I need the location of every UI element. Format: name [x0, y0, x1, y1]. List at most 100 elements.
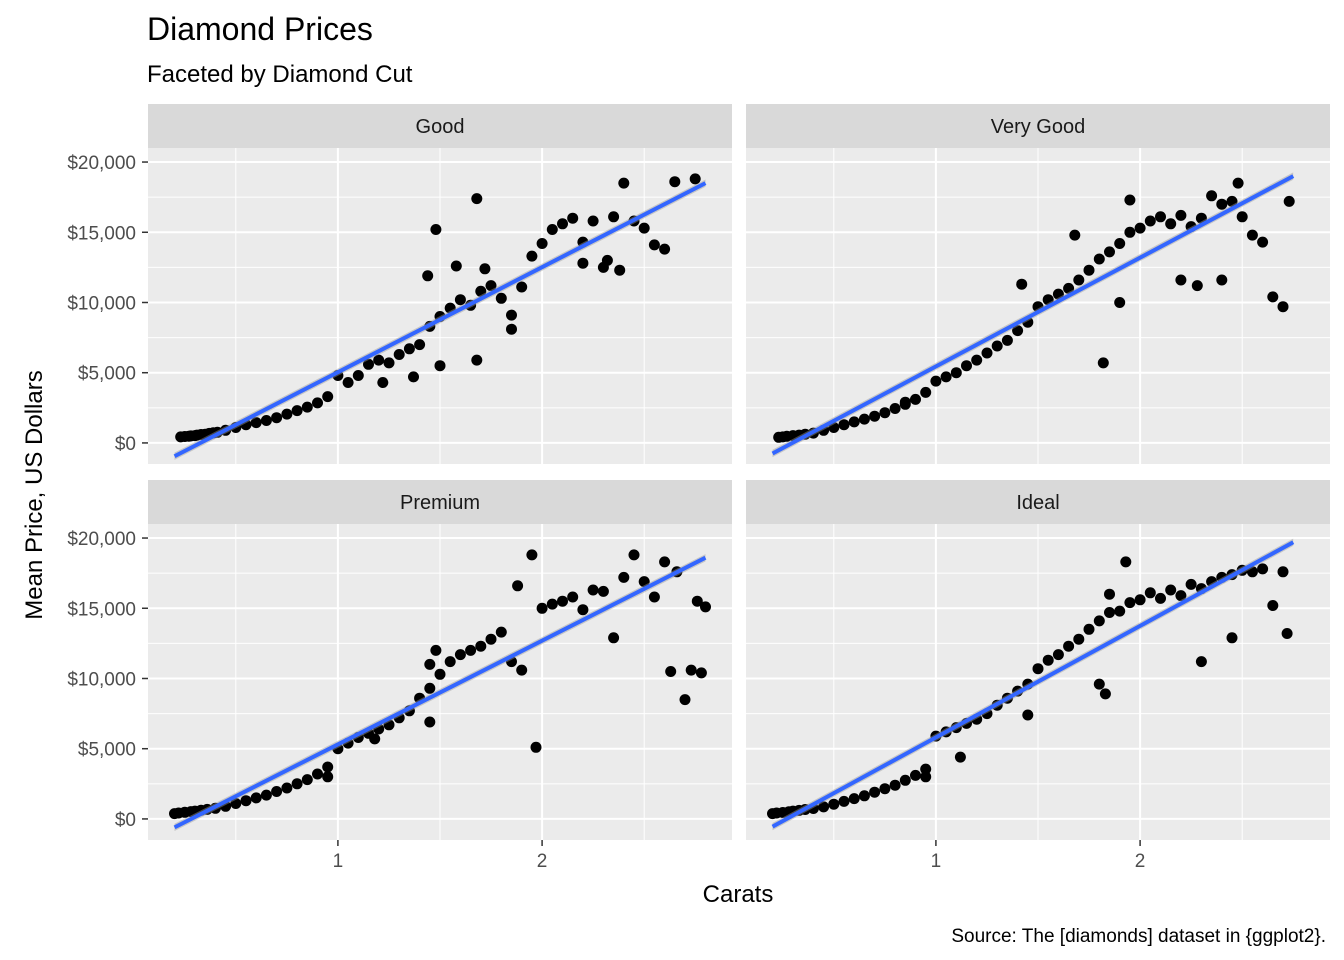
data-point	[250, 417, 262, 429]
y-tick-label: $20,000	[67, 153, 136, 174]
data-point	[312, 397, 323, 409]
y-tick-label: $5,000	[78, 740, 136, 761]
data-point	[1120, 556, 1132, 568]
data-point	[879, 407, 891, 419]
data-point	[1277, 566, 1289, 578]
data-point	[1052, 288, 1064, 300]
data-point	[536, 602, 548, 614]
data-point	[695, 667, 707, 679]
data-point	[567, 591, 579, 603]
data-point	[1016, 278, 1028, 290]
data-point	[352, 370, 364, 381]
data-point	[1114, 238, 1126, 249]
data-point	[369, 733, 381, 745]
data-point	[408, 371, 419, 383]
data-point	[1267, 600, 1279, 611]
data-point	[950, 367, 962, 379]
data-point	[414, 339, 426, 351]
data-point	[1073, 633, 1085, 645]
data-point	[1093, 678, 1105, 690]
data-point	[1175, 274, 1187, 286]
data-point	[1093, 615, 1105, 627]
data-point	[434, 360, 446, 372]
data-point	[479, 263, 491, 275]
data-point	[403, 343, 415, 355]
data-point	[971, 354, 983, 366]
data-point	[638, 222, 650, 234]
facet-strip	[746, 480, 1330, 524]
data-point	[869, 786, 881, 798]
data-point	[260, 789, 272, 801]
data-point	[1069, 229, 1081, 241]
data-point	[1083, 264, 1095, 276]
data-point	[1063, 640, 1075, 652]
data-point	[1097, 357, 1109, 369]
data-point	[920, 771, 932, 783]
data-point	[818, 801, 830, 813]
facet-panels: Good Very Good Premium Ideal	[148, 104, 1330, 840]
data-point	[260, 415, 272, 426]
data-point	[577, 257, 589, 269]
data-point	[679, 694, 691, 706]
data-point	[530, 741, 542, 753]
data-point	[1175, 209, 1187, 221]
data-point	[506, 309, 517, 321]
x-axes: 1 2 1 2	[333, 840, 1145, 872]
data-point	[940, 371, 952, 383]
data-point	[506, 323, 517, 335]
data-point	[1001, 334, 1013, 346]
data-point	[1206, 190, 1218, 202]
data-point	[1246, 229, 1258, 241]
data-point	[1124, 597, 1136, 609]
data-point	[1124, 194, 1136, 206]
data-point	[1104, 607, 1115, 618]
data-point	[230, 798, 242, 809]
data-point	[889, 779, 901, 791]
data-point	[858, 790, 870, 802]
data-point	[557, 218, 568, 230]
data-point	[1042, 294, 1054, 306]
data-point	[485, 280, 497, 292]
data-point	[516, 281, 528, 293]
facet-label: Very Good	[991, 116, 1086, 138]
data-point	[628, 549, 640, 561]
facet-strip	[148, 480, 732, 524]
data-point	[424, 658, 436, 670]
data-point	[685, 664, 697, 676]
data-point	[577, 604, 589, 616]
data-point	[638, 576, 650, 588]
data-point	[828, 798, 840, 810]
x-tick-label: 1	[333, 851, 344, 872]
chart-caption: Source: The [diamonds] dataset in {ggplo…	[951, 926, 1326, 947]
data-point	[587, 215, 599, 227]
data-point	[1063, 282, 1075, 294]
y-tick-label: $20,000	[67, 529, 136, 550]
data-point	[567, 212, 579, 224]
data-point	[377, 377, 389, 388]
data-point	[608, 632, 620, 644]
data-point	[869, 410, 881, 422]
chart-title: Diamond Prices	[147, 11, 373, 47]
data-point	[393, 349, 405, 360]
facet-label: Good	[416, 116, 465, 138]
data-point	[648, 239, 660, 251]
data-point	[475, 640, 487, 652]
data-point	[516, 664, 528, 676]
data-point	[1277, 301, 1289, 313]
data-point	[1032, 663, 1044, 675]
data-point	[383, 357, 395, 369]
data-point	[587, 584, 599, 596]
data-point	[1099, 688, 1111, 700]
chart-subtitle: Faceted by Diamond Cut	[147, 61, 413, 88]
facet-good: Good	[148, 104, 732, 464]
data-point	[665, 666, 677, 677]
data-point	[454, 649, 466, 661]
data-point	[1195, 656, 1207, 668]
data-point	[1246, 566, 1258, 578]
data-point	[838, 795, 850, 807]
facet-ideal: Ideal	[746, 480, 1330, 840]
facet-strip	[746, 104, 1330, 148]
data-point	[618, 177, 630, 189]
data-point	[879, 783, 891, 795]
